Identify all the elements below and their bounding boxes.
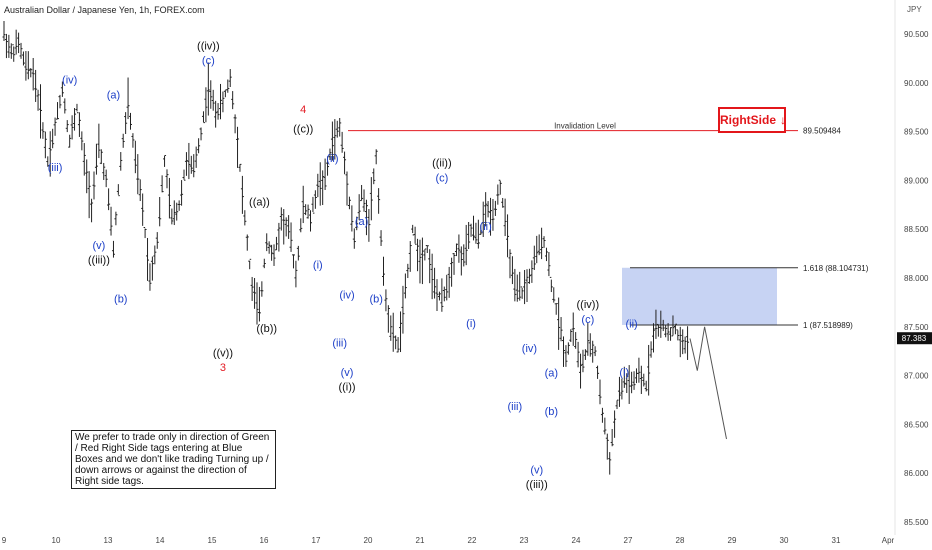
x-tick-label: 16 <box>260 536 269 545</box>
wave-label: 3 <box>220 362 226 374</box>
x-tick-label: 17 <box>312 536 321 545</box>
wave-label: (b) <box>114 294 127 306</box>
down-arrow-icon: ↓ <box>780 113 786 127</box>
wave-label: ((b)) <box>256 323 277 335</box>
wave-label: (c) <box>202 55 215 67</box>
wave-label: ((iii)) <box>526 479 548 491</box>
y-tick-label: 85.500 <box>904 518 929 527</box>
wave-label: (i) <box>466 318 476 330</box>
x-tick-label: 13 <box>104 536 113 545</box>
wave-label: ((iii)) <box>88 255 110 267</box>
y-tick-label: 90.500 <box>904 30 929 39</box>
x-tick-label: 10 <box>52 536 61 545</box>
y-tick-label: 89.000 <box>904 176 929 185</box>
last-price-label: 87.383 <box>902 334 927 343</box>
wave-label: (ii) <box>326 153 338 165</box>
currency-label: JPY <box>907 5 922 14</box>
y-tick-label: 88.000 <box>904 274 929 283</box>
wave-label: (b) <box>545 406 558 418</box>
x-tick-label: 29 <box>728 536 737 545</box>
wave-label: (v) <box>92 240 105 252</box>
x-tick-label: 31 <box>832 536 841 545</box>
y-tick-label: 87.000 <box>904 372 929 381</box>
wave-label: 4 <box>300 104 306 116</box>
wave-label: (iii) <box>508 401 523 413</box>
wave-label: (a) <box>545 367 558 379</box>
rightside-badge: RightSide ↓ <box>718 107 786 133</box>
x-tick-label: 14 <box>156 536 165 545</box>
y-tick-label: 86.500 <box>904 420 929 429</box>
wave-label: (iv) <box>62 75 77 87</box>
x-tick-label: 22 <box>468 536 477 545</box>
wave-label: ((a)) <box>249 197 270 209</box>
trading-note: We prefer to trade only in direction of … <box>71 430 276 489</box>
wave-label: (ii) <box>626 319 638 331</box>
y-tick-label: 88.500 <box>904 225 929 234</box>
y-tick-label: 90.000 <box>904 79 929 88</box>
wave-label: (a) <box>107 89 120 101</box>
wave-label: (iii) <box>332 338 347 350</box>
x-tick-label: 21 <box>416 536 425 545</box>
wave-label: (c) <box>435 172 448 184</box>
wave-label: (a) <box>355 216 368 228</box>
wave-label: (i) <box>313 259 323 271</box>
x-tick-label: 9 <box>2 536 7 545</box>
wave-label: (iv) <box>339 289 354 301</box>
wave-label: (c) <box>581 314 594 326</box>
wave-label: (v) <box>530 464 543 476</box>
x-tick-label: 15 <box>208 536 217 545</box>
wave-label: (v) <box>341 367 354 379</box>
wave-label: ((c)) <box>293 123 313 135</box>
level-label: 1.618 (88.104731) <box>803 264 869 273</box>
wave-label: (ii) <box>480 221 492 233</box>
chart-title: Australian Dollar / Japanese Yen, 1h, FO… <box>4 5 205 15</box>
level-label: 89.509484 <box>803 127 841 136</box>
wave-label: (iii) <box>48 162 63 174</box>
x-tick-label: Apr <box>882 536 895 545</box>
blue-box-zone <box>622 267 777 325</box>
wave-label: (b) <box>369 294 382 306</box>
wave-label: ((v)) <box>213 347 233 359</box>
wave-label: ((iv)) <box>197 41 220 53</box>
x-tick-label: 24 <box>572 536 581 545</box>
x-tick-label: 27 <box>624 536 633 545</box>
wave-label: (iv) <box>522 343 537 355</box>
y-tick-label: 86.000 <box>904 469 929 478</box>
projection-path <box>689 326 727 440</box>
x-tick-label: 28 <box>676 536 685 545</box>
wave-label: ((iv)) <box>577 299 600 311</box>
rightside-badge-text: RightSide <box>720 113 776 127</box>
wave-label: ((i)) <box>338 381 355 393</box>
level-label: 1 (87.518989) <box>803 321 853 330</box>
y-tick-label: 87.500 <box>904 323 929 332</box>
x-tick-label: 30 <box>780 536 789 545</box>
wave-label: (i) <box>619 367 629 379</box>
x-tick-label: 23 <box>520 536 529 545</box>
x-tick-label: 20 <box>364 536 373 545</box>
last-price-tag <box>897 332 932 345</box>
y-tick-label: 89.500 <box>904 128 929 137</box>
invalidation-level-label: Invalidation Level <box>554 122 616 131</box>
wave-label: ((ii)) <box>432 158 452 170</box>
